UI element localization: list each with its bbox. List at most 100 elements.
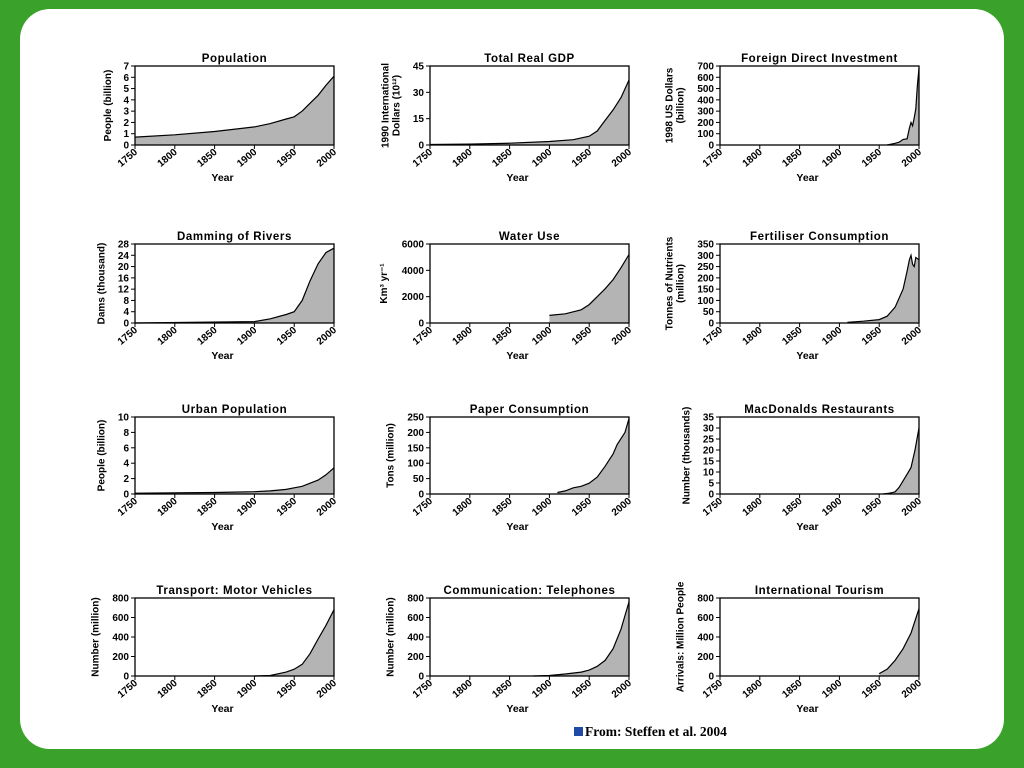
y-axis-label: Arrivals: Million People (675, 581, 686, 692)
bullet-square-icon (574, 727, 583, 736)
y-tick-label: 50 (413, 474, 425, 485)
x-tick-label: 2000 (315, 678, 339, 701)
y-tick-label: 700 (697, 62, 714, 73)
y-tick-label: 4000 (402, 266, 425, 277)
y-tick-label: 6 (123, 73, 129, 84)
chart-6: Fertiliser Consumption 050100150200250300… (664, 231, 924, 362)
y-axis-label: People (billion) (103, 70, 114, 142)
series-line (134, 247, 335, 324)
y-tick-label: 600 (697, 613, 714, 624)
y-tick-label: 600 (112, 613, 129, 624)
chart-title: International Tourism (755, 585, 884, 597)
y-tick-label: 5 (708, 479, 714, 490)
y-tick-label: 800 (407, 594, 424, 605)
x-axis-label: Year (506, 172, 528, 184)
y-tick-label: 50 (703, 307, 715, 318)
y-tick-label: 6 (123, 443, 129, 454)
x-axis-label: Year (506, 703, 528, 715)
x-tick-label: 1950 (860, 325, 884, 348)
series-area (847, 255, 919, 323)
plot-frame (134, 243, 335, 324)
x-tick-label: 1750 (116, 496, 140, 519)
y-tick-label: 6000 (402, 240, 425, 251)
y-tick-label: 100 (697, 129, 714, 140)
y-tick-label: 8 (123, 428, 129, 439)
x-tick-label: 2000 (610, 325, 634, 348)
y-tick-label: 0 (708, 490, 714, 501)
x-tick-label: 1750 (116, 147, 140, 170)
x-tick-label: 1950 (860, 496, 884, 519)
y-tick-label: 15 (703, 457, 715, 468)
y-tick-label: 35 (703, 413, 715, 424)
y-tick-label: 200 (407, 428, 424, 439)
x-tick-label: 1900 (235, 496, 259, 519)
slide-panel (20, 9, 1004, 749)
y-tick-label: 0 (418, 319, 424, 330)
chart-title: Transport: Motor Vehicles (156, 585, 312, 597)
y-tick-label: 350 (697, 240, 714, 251)
series-line (533, 601, 630, 677)
x-tick-label: 1950 (275, 496, 299, 519)
y-tick-label: 0 (123, 319, 129, 330)
y-tick-label: 400 (697, 95, 714, 106)
y-axis-label: Dollars (10¹²) (392, 75, 403, 136)
x-tick-label: 2000 (610, 147, 634, 170)
series-area (135, 467, 334, 494)
y-tick-label: 0 (708, 141, 714, 152)
plot-frame (134, 416, 335, 495)
y-tick-label: 600 (697, 73, 714, 84)
series-area (557, 418, 629, 494)
series-area (135, 76, 334, 145)
y-tick-label: 28 (118, 240, 130, 251)
y-tick-label: 250 (407, 413, 424, 424)
series-area (879, 608, 919, 676)
y-tick-label: 0 (418, 672, 424, 683)
y-tick-label: 200 (697, 652, 714, 663)
x-tick-label: 1900 (820, 678, 844, 701)
x-tick-label: 1900 (530, 325, 554, 348)
series-line (557, 418, 630, 494)
y-tick-label: 3 (123, 107, 129, 118)
y-tick-label: 800 (112, 594, 129, 605)
chart-title: Foreign Direct Investment (741, 53, 898, 65)
y-tick-label: 500 (697, 84, 714, 95)
y-tick-label: 20 (703, 446, 715, 457)
y-tick-label: 200 (407, 652, 424, 663)
x-tick-label: 1850 (195, 325, 219, 348)
y-tick-label: 200 (697, 118, 714, 129)
x-tick-label: 1950 (275, 678, 299, 701)
x-tick-label: 1950 (570, 678, 594, 701)
x-tick-label: 2000 (315, 325, 339, 348)
x-tick-label: 1800 (156, 147, 180, 170)
x-tick-label: 1900 (820, 496, 844, 519)
x-tick-label: 1850 (195, 678, 219, 701)
y-axis-label: People (billion) (97, 420, 108, 492)
x-tick-label: 1850 (780, 325, 804, 348)
y-axis-label: 1998 US Dollars (664, 67, 675, 143)
y-tick-label: 2 (123, 474, 129, 485)
y-tick-label: 4 (123, 459, 129, 470)
x-tick-label: 1850 (780, 678, 804, 701)
y-tick-label: 800 (697, 594, 714, 605)
x-tick-label: 1750 (116, 325, 140, 348)
x-tick-label: 1800 (451, 147, 475, 170)
y-tick-label: 10 (703, 468, 715, 479)
x-axis-label: Year (211, 350, 233, 362)
x-tick-label: 1850 (195, 147, 219, 170)
y-tick-label: 20 (118, 262, 130, 273)
y-tick-label: 12 (118, 285, 130, 296)
y-tick-label: 300 (697, 107, 714, 118)
series-area (135, 248, 334, 323)
y-axis-label: Km³ yr⁻¹ (379, 263, 390, 304)
x-axis-label: Year (796, 172, 818, 184)
y-tick-label: 150 (697, 285, 714, 296)
y-axis-label: Number (thousands) (682, 407, 693, 505)
series-line (134, 75, 335, 138)
chart-title: Fertiliser Consumption (750, 231, 889, 243)
y-axis-label: (million) (675, 264, 686, 303)
y-tick-label: 0 (708, 672, 714, 683)
x-tick-label: 1750 (411, 147, 435, 170)
